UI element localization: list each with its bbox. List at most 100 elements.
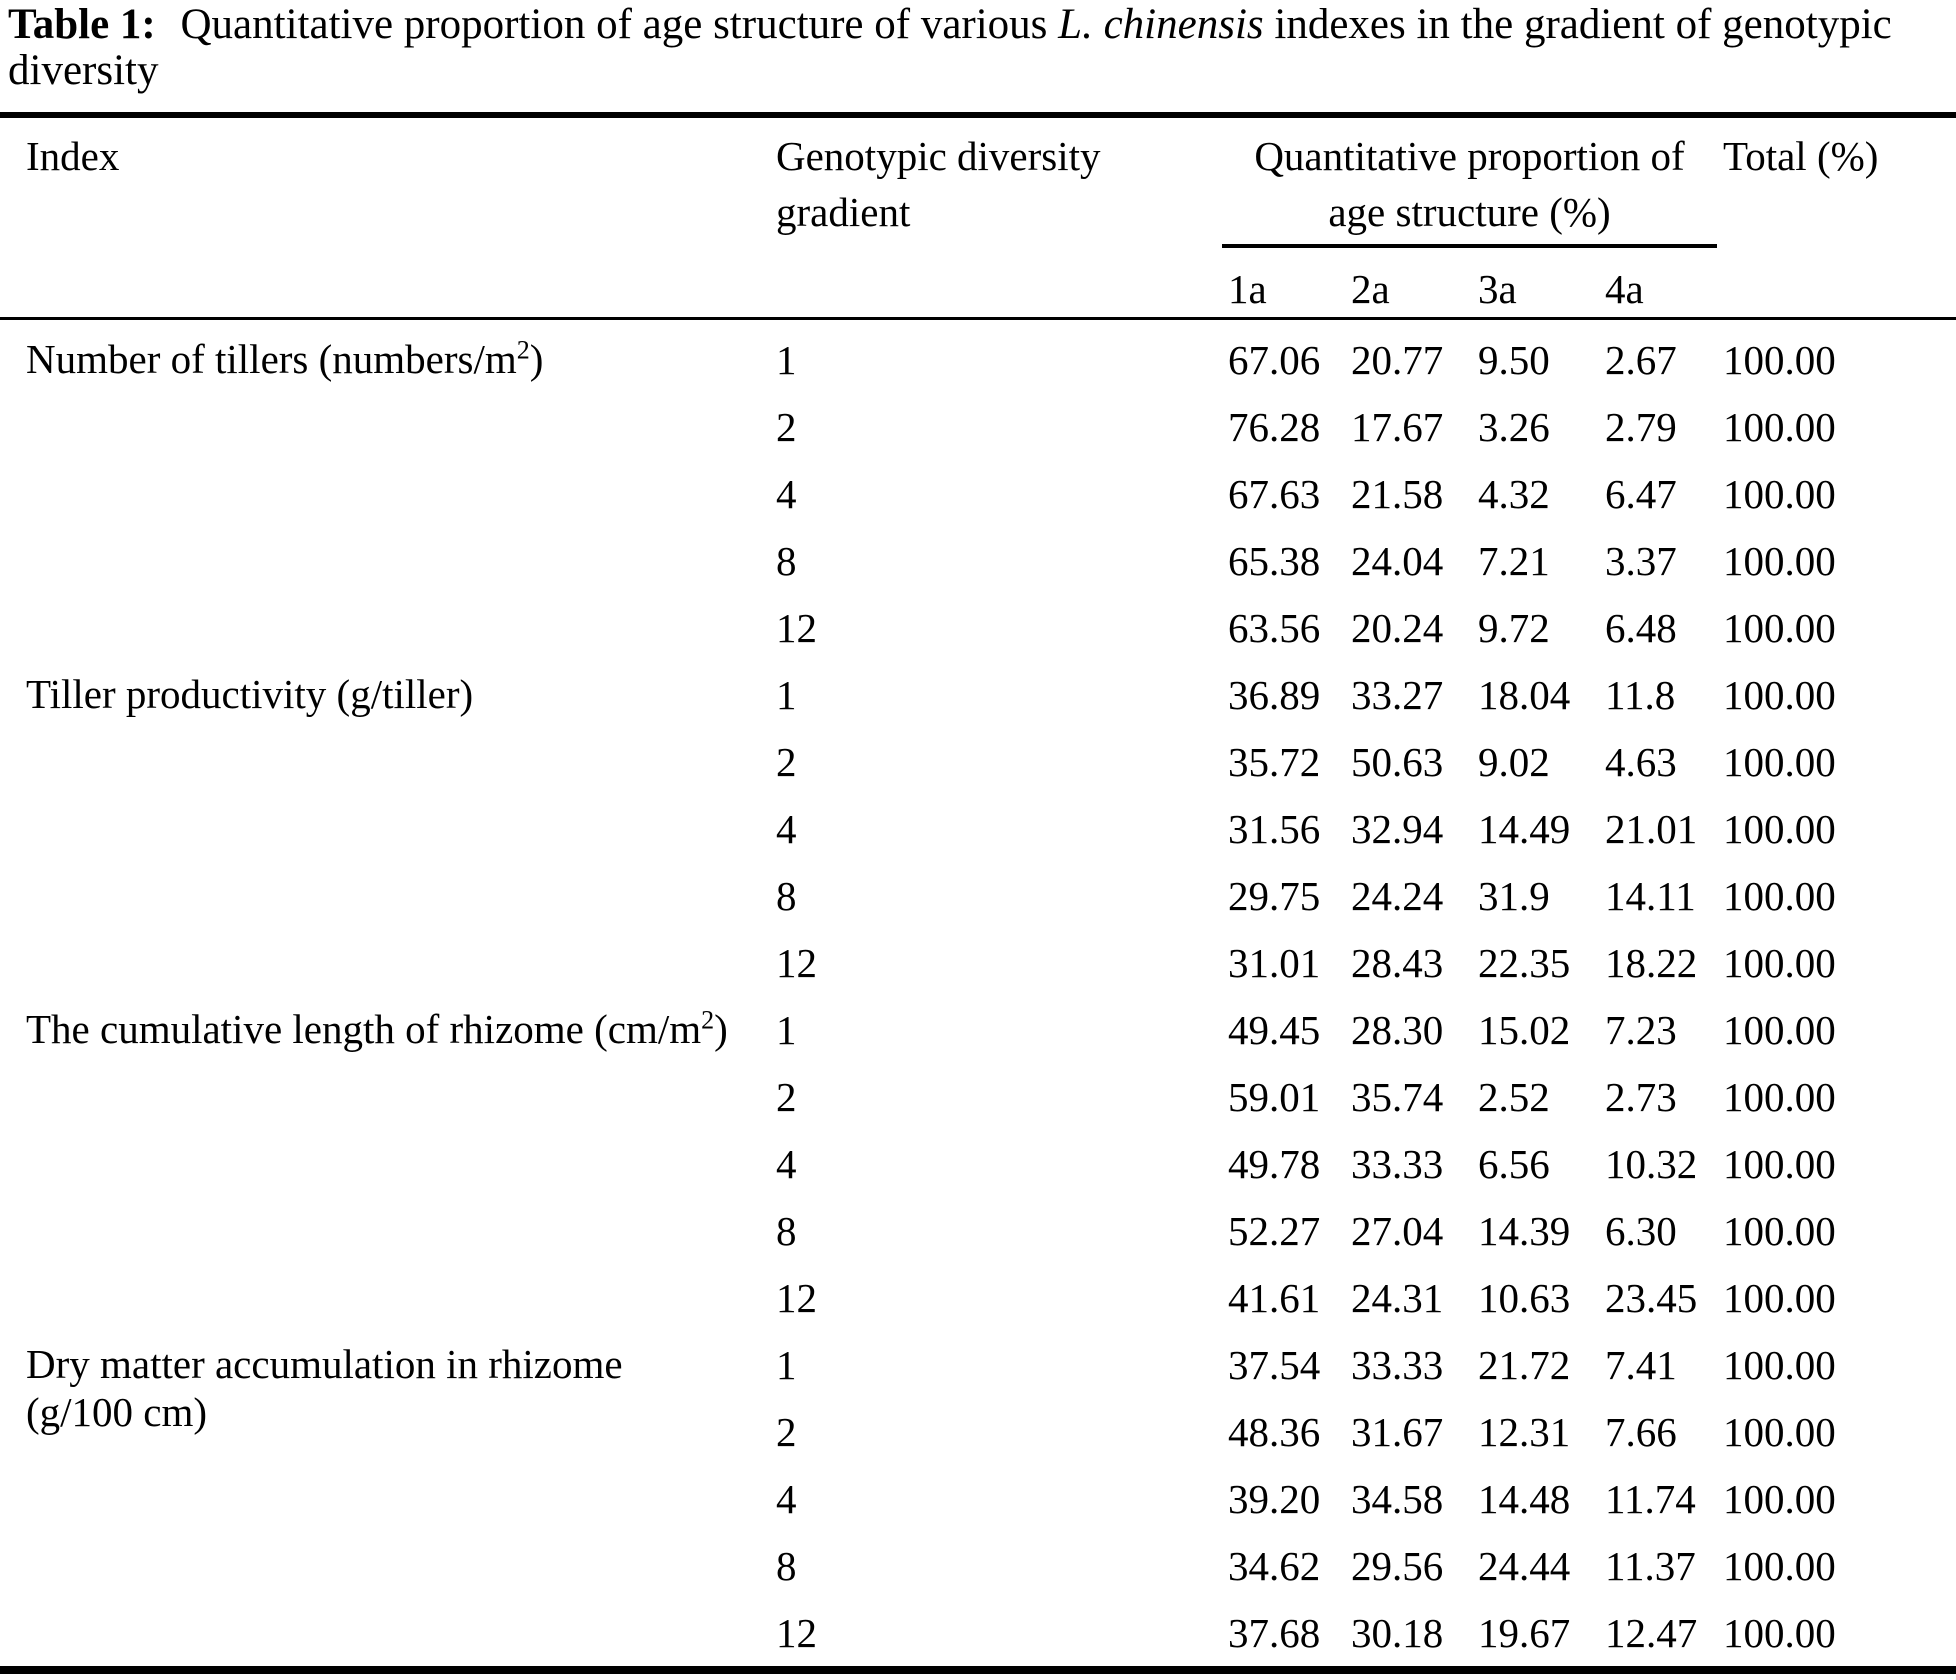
col-header-gradient: Genotypic diversity gradient: [764, 118, 1222, 320]
table-caption-text-post: indexes in the gradient of genotypic div…: [8, 1, 1903, 94]
col-header-1a: 1a: [1222, 246, 1345, 320]
col-header-total: Total (%): [1717, 118, 1956, 320]
age-2a-value: 24.24: [1351, 872, 1444, 919]
total-value: 100.00: [1723, 604, 1836, 651]
age-2a-value: 29.56: [1351, 1542, 1444, 1589]
header-row-1: Index Genotypic diversity gradient Quant…: [0, 118, 1956, 320]
age-4a-value: 2.79: [1605, 403, 1677, 450]
total-value: 100.00: [1723, 1475, 1836, 1522]
index-label: Tiller productivity (g/tiller): [0, 661, 764, 996]
total-value: 100.00: [1723, 671, 1836, 718]
table-body: Number of tillers (numbers/m2) 1 67.06 20.7…: [0, 318, 1956, 1666]
col-header-age-structure: Quantitative proportion of age structure…: [1222, 118, 1718, 248]
gradient-value: 8: [776, 1542, 797, 1589]
age-1a-value: 76.28: [1228, 403, 1321, 450]
header-gap-row: [0, 318, 1956, 326]
index-label-superscript: 2: [516, 335, 530, 365]
table-row: 8 29.75 24.24 31.9 14.11 100.00: [0, 862, 1956, 929]
table-row: 12 31.01 28.43 22.35 18.22 100.00: [0, 929, 1956, 996]
age-3a-value: 9.72: [1478, 604, 1550, 651]
age-2a-value: 33.33: [1351, 1140, 1444, 1187]
index-label-text: Number of tillers (numbers/m: [26, 336, 517, 382]
gradient-value: 2: [776, 403, 797, 450]
total-value: 100.00: [1723, 336, 1836, 383]
col-header-index: Index: [0, 118, 764, 320]
age-3a-value: 10.63: [1478, 1274, 1571, 1321]
age-4a-value: 6.48: [1605, 604, 1677, 651]
table-row: 12 41.61 24.31 10.63 23.45 100.00: [0, 1264, 1956, 1331]
col-header-4a: 4a: [1599, 246, 1718, 320]
total-value: 100.00: [1723, 738, 1836, 785]
total-value: 100.00: [1723, 1542, 1836, 1589]
table-row: 4 49.78 33.33 6.56 10.32 100.00: [0, 1130, 1956, 1197]
table-caption-text-pre: Quantitative proportion of age structure…: [169, 1, 1059, 48]
age-2a-value: 34.58: [1351, 1475, 1444, 1522]
age-2a-value: 28.43: [1351, 939, 1444, 986]
table-row: Dry matter accumulation in rhizome (g/10…: [0, 1331, 1956, 1435]
age-4a-value: 14.11: [1605, 872, 1696, 919]
age-3a-value: 31.9: [1478, 872, 1550, 919]
table-row: 2 59.01 35.74 2.52 2.73 100.00: [0, 1063, 1956, 1130]
table-row: 12 37.68 30.18 19.67 12.47 100.00: [0, 1599, 1956, 1666]
age-4a-value: 11.37: [1605, 1542, 1696, 1589]
age-2a-value: 32.94: [1351, 805, 1444, 852]
age-2a-value: 33.33: [1351, 1341, 1444, 1388]
age-1a-value: 67.06: [1228, 336, 1321, 383]
age-3a-value: 18.04: [1478, 671, 1571, 718]
age-3a-value: 9.50: [1478, 336, 1550, 383]
col-header-3a: 3a: [1472, 246, 1599, 320]
age-4a-value: 7.41: [1605, 1341, 1677, 1388]
age-2a-value: 50.63: [1351, 738, 1444, 785]
age-1a-value: 49.78: [1228, 1140, 1321, 1187]
age-3a-value: 3.26: [1478, 403, 1550, 450]
total-value: 100.00: [1723, 872, 1836, 919]
index-label-text: ): [529, 336, 544, 382]
index-label-text: ): [714, 1006, 728, 1052]
gradient-value: 1: [776, 1006, 797, 1053]
age-4a-value: 11.8: [1605, 671, 1676, 718]
table-row: Number of tillers (numbers/m2) 1 67.06 20.7…: [0, 326, 1956, 393]
table-row: 8 65.38 24.04 7.21 3.37 100.00: [0, 527, 1956, 594]
total-value: 100.00: [1723, 805, 1836, 852]
age-1a-value: 67.63: [1228, 470, 1321, 517]
age-1a-value: 52.27: [1228, 1207, 1321, 1254]
gradient-value: 1: [776, 336, 797, 383]
table-header: Index Genotypic diversity gradient Quant…: [0, 118, 1956, 320]
age-3a-value: 6.56: [1478, 1140, 1550, 1187]
age-1a-value: 59.01: [1228, 1073, 1321, 1120]
age-3a-value: 14.48: [1478, 1475, 1571, 1522]
table-row: 2 35.72 50.63 9.02 4.63 100.00: [0, 728, 1956, 795]
total-value: 100.00: [1723, 470, 1836, 517]
age-1a-value: 48.36: [1228, 1408, 1321, 1455]
gradient-value: 1: [776, 1341, 797, 1388]
index-label-text: Tiller productivity (g/tiller): [26, 671, 474, 717]
gradient-value: 12: [776, 1609, 817, 1656]
age-4a-value: 11.74: [1605, 1475, 1696, 1522]
age-4a-value: 6.47: [1605, 470, 1677, 517]
gradient-value: 2: [776, 1073, 797, 1120]
total-value: 100.00: [1723, 1006, 1836, 1053]
total-value: 100.00: [1723, 1274, 1836, 1321]
age-3a-value: 9.02: [1478, 738, 1550, 785]
gradient-value: 8: [776, 872, 797, 919]
table-bottom-rule: [0, 1666, 1956, 1674]
gradient-value: 4: [776, 1140, 797, 1187]
total-value: 100.00: [1723, 1073, 1836, 1120]
total-value: 100.00: [1723, 1207, 1836, 1254]
age-2a-value: 31.67: [1351, 1408, 1444, 1455]
age-4a-value: 2.67: [1605, 336, 1677, 383]
age-4a-value: 2.73: [1605, 1073, 1677, 1120]
gradient-value: 2: [776, 1408, 797, 1455]
gradient-value: 8: [776, 537, 797, 584]
total-value: 100.00: [1723, 537, 1836, 584]
gradient-value: 4: [776, 470, 797, 517]
index-label: The cumulative length of rhizome (cm/m2): [0, 996, 764, 1331]
age-4a-value: 6.30: [1605, 1207, 1677, 1254]
gradient-value: 8: [776, 1207, 797, 1254]
index-label: Number of tillers (numbers/m2): [0, 326, 764, 661]
age-1a-value: 39.20: [1228, 1475, 1321, 1522]
table-row: 8 52.27 27.04 14.39 6.30 100.00: [0, 1197, 1956, 1264]
age-1a-value: 29.75: [1228, 872, 1321, 919]
age-4a-value: 23.45: [1605, 1274, 1698, 1321]
age-1a-value: 49.45: [1228, 1006, 1321, 1053]
